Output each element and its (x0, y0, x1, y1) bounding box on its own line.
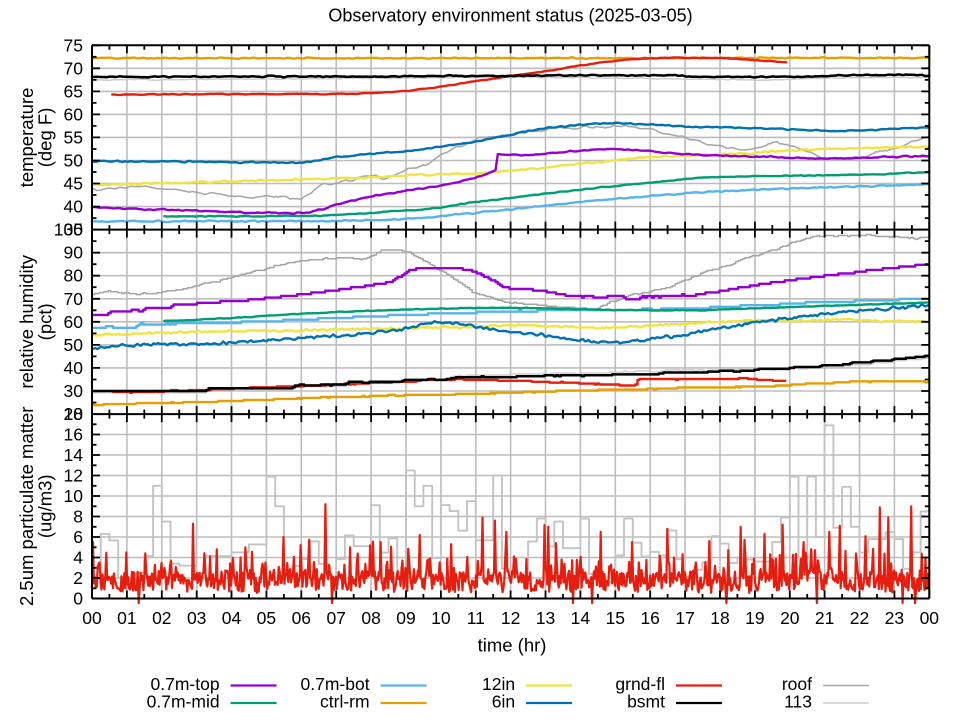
svg-text:12: 12 (64, 466, 83, 486)
svg-text:8: 8 (73, 507, 83, 527)
svg-text:Observatory environment status: Observatory environment status (2025-03-… (328, 6, 692, 26)
svg-text:6in: 6in (492, 692, 515, 712)
svg-text:65: 65 (64, 81, 83, 101)
svg-text:(ug/m3): (ug/m3) (35, 474, 56, 538)
svg-text:(pct): (pct) (34, 303, 55, 340)
svg-text:18: 18 (64, 404, 83, 424)
svg-text:22: 22 (850, 608, 869, 628)
svg-text:08: 08 (361, 608, 380, 628)
svg-text:0: 0 (73, 589, 83, 609)
svg-text:0.7m-mid: 0.7m-mid (147, 692, 220, 712)
svg-text:time (hr): time (hr) (478, 635, 547, 656)
svg-text:60: 60 (64, 104, 84, 124)
svg-text:16: 16 (640, 608, 659, 628)
svg-text:80: 80 (64, 266, 84, 286)
svg-text:90: 90 (64, 243, 84, 263)
svg-text:4: 4 (73, 548, 83, 568)
svg-text:100: 100 (54, 220, 83, 240)
svg-text:55: 55 (64, 127, 83, 147)
svg-text:40: 40 (64, 197, 84, 217)
svg-text:0.7m-top: 0.7m-top (151, 674, 220, 694)
svg-text:15: 15 (606, 608, 625, 628)
svg-text:113: 113 (784, 692, 812, 712)
svg-text:70: 70 (64, 289, 84, 309)
svg-text:50: 50 (64, 151, 84, 171)
svg-text:14: 14 (64, 445, 84, 465)
svg-text:00: 00 (920, 608, 940, 628)
svg-text:01: 01 (117, 608, 136, 628)
svg-text:45: 45 (64, 174, 83, 194)
svg-text:17: 17 (675, 608, 694, 628)
svg-text:35: 35 (64, 220, 83, 240)
svg-text:30: 30 (64, 381, 84, 401)
svg-text:50: 50 (64, 335, 84, 355)
svg-text:11: 11 (467, 608, 485, 628)
svg-text:temperature: temperature (16, 88, 37, 188)
svg-text:13: 13 (536, 608, 555, 628)
svg-text:75: 75 (64, 35, 83, 55)
svg-text:12: 12 (501, 608, 520, 628)
svg-text:2.5um particulate matter: 2.5um particulate matter (16, 407, 37, 606)
svg-text:10: 10 (64, 486, 84, 506)
svg-text:(deg F): (deg F) (34, 108, 55, 168)
svg-text:23: 23 (885, 608, 904, 628)
svg-text:roof: roof (782, 674, 812, 694)
svg-text:70: 70 (64, 58, 84, 78)
svg-text:02: 02 (152, 608, 171, 628)
svg-text:16: 16 (64, 425, 83, 445)
svg-text:grnd-fl: grnd-fl (615, 674, 665, 694)
svg-text:bsmt: bsmt (627, 692, 665, 712)
svg-text:2: 2 (73, 568, 83, 588)
svg-text:18: 18 (710, 608, 729, 628)
svg-text:09: 09 (396, 608, 415, 628)
svg-text:03: 03 (187, 608, 206, 628)
svg-text:21: 21 (815, 608, 834, 628)
svg-text:19: 19 (745, 608, 764, 628)
svg-text:06: 06 (292, 608, 311, 628)
svg-text:40: 40 (64, 358, 84, 378)
svg-text:20: 20 (64, 404, 84, 424)
svg-text:07: 07 (326, 608, 345, 628)
svg-text:14: 14 (571, 608, 591, 628)
svg-text:relative humidity: relative humidity (16, 254, 37, 388)
svg-text:05: 05 (257, 608, 276, 628)
svg-text:20: 20 (780, 608, 800, 628)
svg-text:10: 10 (431, 608, 451, 628)
svg-text:60: 60 (64, 312, 84, 332)
svg-text:ctrl-rm: ctrl-rm (320, 692, 370, 712)
svg-text:12in: 12in (482, 674, 515, 694)
svg-text:6: 6 (73, 527, 83, 547)
svg-text:00: 00 (82, 608, 102, 628)
svg-text:0.7m-bot: 0.7m-bot (301, 674, 370, 694)
svg-text:04: 04 (222, 608, 242, 628)
